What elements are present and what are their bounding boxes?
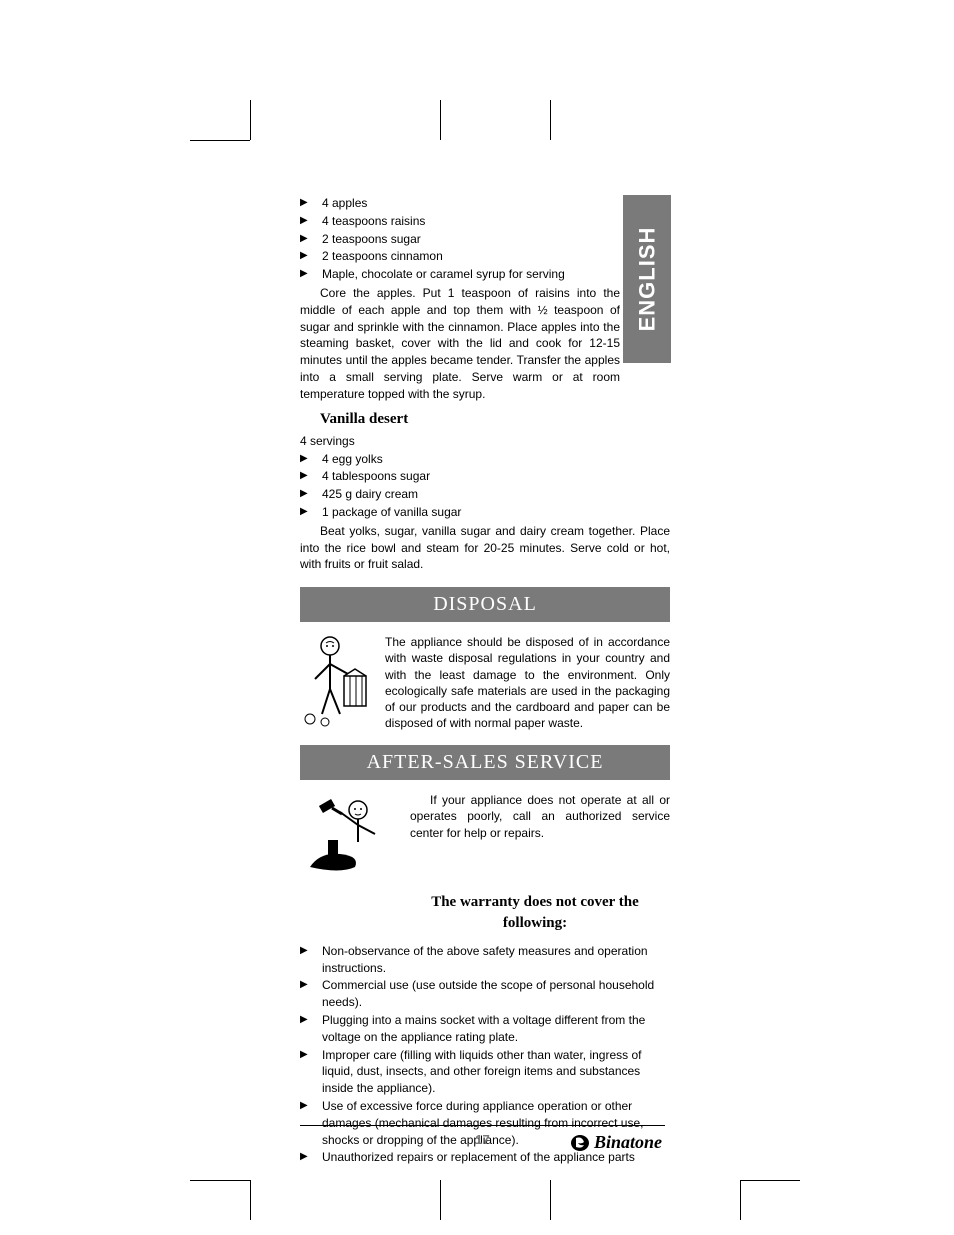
service-heading: AFTER-SALES SERVICE	[300, 745, 670, 780]
recipe1-ingredients: 4 apples 4 teaspoons raisins 2 teaspoons…	[300, 195, 670, 283]
brand-text: Binatone	[594, 1132, 662, 1153]
list-item: Improper care (filling with liquids othe…	[300, 1047, 670, 1097]
list-item: 4 tablespoons sugar	[300, 468, 670, 485]
crop-mark	[740, 1180, 741, 1220]
crop-mark	[190, 1180, 250, 1181]
recipe2-servings: 4 servings	[300, 434, 670, 448]
list-item: 4 egg yolks	[300, 451, 670, 468]
list-item: 2 teaspoons cinnamon	[300, 248, 670, 265]
service-icon	[300, 792, 400, 882]
disposal-text: The appliance should be disposed of in a…	[385, 634, 670, 731]
crop-mark	[550, 1180, 551, 1220]
list-item: Non-observance of the above safety measu…	[300, 943, 670, 977]
list-item: 4 apples	[300, 195, 670, 212]
list-item: 1 package of vanilla sugar	[300, 504, 670, 521]
warranty-title: The warranty does not cover the followin…	[410, 892, 660, 933]
list-item: Plugging into a mains socket with a volt…	[300, 1012, 670, 1046]
recipe2-ingredients: 4 egg yolks 4 tablespoons sugar 425 g da…	[300, 451, 670, 521]
list-item: 425 g dairy cream	[300, 486, 670, 503]
crop-mark	[740, 1180, 800, 1181]
crop-mark	[190, 140, 250, 141]
crop-mark	[250, 100, 251, 140]
crop-mark	[440, 1180, 441, 1220]
list-item: Commercial use (use outside the scope of…	[300, 977, 670, 1011]
brand-logo: Binatone	[570, 1132, 662, 1153]
crop-mark	[550, 100, 551, 140]
recipe2-instructions: Beat yolks, sugar, vanilla sugar and dai…	[300, 523, 670, 573]
recipe2-title: Vanilla desert	[320, 411, 670, 428]
disposal-block: The appliance should be disposed of in a…	[300, 634, 670, 731]
service-intro: If your appliance does not operate at al…	[410, 792, 670, 841]
list-item: 2 teaspoons sugar	[300, 231, 670, 248]
crop-mark	[250, 1180, 251, 1220]
service-block: If your appliance does not operate at al…	[300, 792, 670, 882]
list-item: Maple, chocolate or caramel syrup for se…	[300, 266, 670, 283]
crop-mark	[440, 100, 441, 140]
brand-icon	[570, 1134, 590, 1152]
disposal-heading: DISPOSAL	[300, 587, 670, 622]
page-content: 4 apples 4 teaspoons raisins 2 teaspoons…	[300, 195, 670, 1167]
recipe1-instructions: Core the apples. Put 1 teaspoon of raisi…	[300, 285, 620, 403]
list-item: 4 teaspoons raisins	[300, 213, 670, 230]
disposal-icon	[300, 634, 375, 729]
footer-rule	[300, 1125, 665, 1126]
